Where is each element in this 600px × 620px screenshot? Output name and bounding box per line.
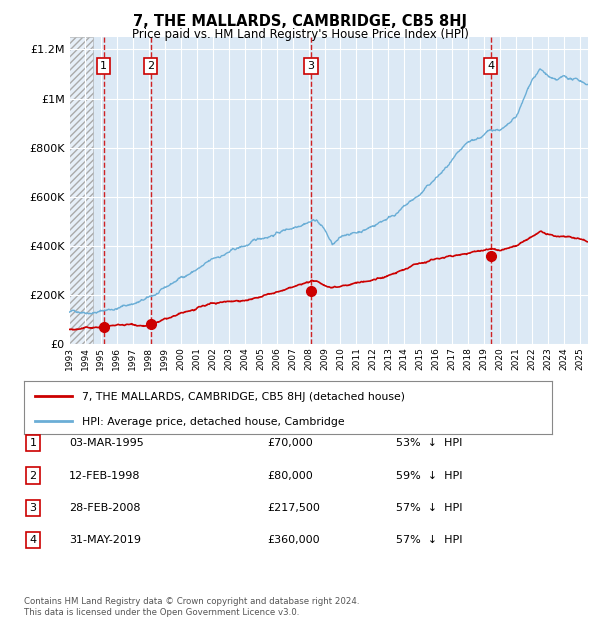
Text: 31-MAY-2019: 31-MAY-2019 (69, 535, 141, 545)
Text: £217,500: £217,500 (267, 503, 320, 513)
Text: 59%  ↓  HPI: 59% ↓ HPI (396, 471, 463, 480)
Text: 1: 1 (100, 61, 107, 71)
Text: 2: 2 (29, 471, 37, 480)
Text: 7, THE MALLARDS, CAMBRIDGE, CB5 8HJ: 7, THE MALLARDS, CAMBRIDGE, CB5 8HJ (133, 14, 467, 29)
Text: 03-MAR-1995: 03-MAR-1995 (69, 438, 144, 448)
Text: 12-FEB-1998: 12-FEB-1998 (69, 471, 140, 480)
Text: 57%  ↓  HPI: 57% ↓ HPI (396, 535, 463, 545)
Text: 4: 4 (487, 61, 494, 71)
Text: 3: 3 (308, 61, 314, 71)
Text: 57%  ↓  HPI: 57% ↓ HPI (396, 503, 463, 513)
Text: Contains HM Land Registry data © Crown copyright and database right 2024.
This d: Contains HM Land Registry data © Crown c… (24, 598, 359, 617)
Text: £70,000: £70,000 (267, 438, 313, 448)
Text: 7, THE MALLARDS, CAMBRIDGE, CB5 8HJ (detached house): 7, THE MALLARDS, CAMBRIDGE, CB5 8HJ (det… (82, 392, 405, 402)
Text: HPI: Average price, detached house, Cambridge: HPI: Average price, detached house, Camb… (82, 417, 345, 427)
Text: £80,000: £80,000 (267, 471, 313, 480)
Text: 3: 3 (29, 503, 37, 513)
Text: 2: 2 (147, 61, 154, 71)
Text: 4: 4 (29, 535, 37, 545)
Text: Price paid vs. HM Land Registry's House Price Index (HPI): Price paid vs. HM Land Registry's House … (131, 28, 469, 41)
Text: 53%  ↓  HPI: 53% ↓ HPI (396, 438, 463, 448)
Bar (69, 37, 93, 344)
Text: 28-FEB-2008: 28-FEB-2008 (69, 503, 140, 513)
Text: 1: 1 (29, 438, 37, 448)
Text: £360,000: £360,000 (267, 535, 320, 545)
Bar (69, 37, 93, 344)
